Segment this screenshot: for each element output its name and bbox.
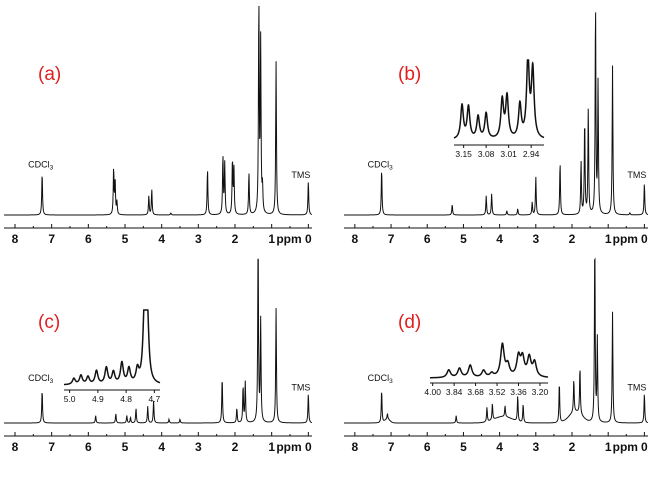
cdcl3-sub: 3 (389, 164, 393, 171)
inset-spectrum-b (453, 59, 545, 139)
inset-ticks-d: 4.00 3.84 3.68 3.52 3.36 3.20 (424, 383, 548, 397)
tick-label: 6 (424, 440, 431, 454)
inset-b: 3.15 3.08 3.01 2.94 (453, 59, 545, 159)
inset-tick-label: 3.36 (510, 387, 527, 397)
tick-label: 3 (532, 440, 539, 454)
tick-label: 0 (641, 440, 648, 454)
inset-tick-label: 3.52 (489, 387, 506, 397)
inset-tick-label: 4.7 (148, 394, 160, 404)
tick-label: 2 (569, 232, 576, 246)
tick-label: 7 (388, 232, 395, 246)
ticks-b: 8 7 6 5 4 3 2 1 0 (352, 224, 648, 246)
tick-label: 4 (496, 440, 503, 454)
ppm-label-b: ppm (613, 232, 638, 246)
spectrum-b (344, 12, 649, 216)
inset-c: 5.0 4.9 4.8 4.7 (64, 309, 161, 404)
inset-tick-label: 4.8 (120, 394, 132, 404)
tms-annotation-c: TMS (291, 382, 310, 392)
inset-tick-label: 3.68 (467, 387, 484, 397)
tick-label: 6 (85, 232, 92, 246)
cdcl3-sub: 3 (50, 164, 54, 171)
inset-spectrum-d (429, 342, 549, 379)
ppm-label-c: ppm (276, 440, 301, 454)
tick-label: 6 (424, 232, 431, 246)
ppm-label-a: ppm (276, 232, 301, 246)
ticks-d: 8 7 6 5 4 3 2 1 0 (352, 432, 648, 454)
cdcl3-annotation-a: CDCl3 (28, 159, 53, 171)
tick-label: 3 (195, 440, 202, 454)
tick-label: 1 (605, 232, 612, 246)
tick-label: 7 (48, 440, 55, 454)
cdcl3-main: CDCl (28, 159, 49, 169)
inset-spectrum-c (64, 309, 161, 386)
tick-label: 2 (569, 440, 576, 454)
cdcl3-main: CDCl (368, 159, 390, 169)
tick-label: 3 (195, 232, 202, 246)
spectrum-d (344, 257, 649, 424)
cdcl3-annotation-d: CDCl3 (368, 373, 394, 385)
cdcl3-annotation-b: CDCl3 (368, 159, 394, 171)
panel-label-a: (a) (38, 64, 61, 85)
tick-label: 0 (641, 232, 648, 246)
ppm-label-d: ppm (613, 440, 638, 454)
inset-tick-label: 3.20 (532, 387, 549, 397)
tick-label: 8 (352, 440, 359, 454)
tick-label: 8 (12, 440, 19, 454)
ticks-a: 8 7 6 5 4 3 2 1 0 (12, 224, 312, 246)
tick-label: 1 (268, 232, 275, 246)
tick-label: 2 (232, 440, 239, 454)
tick-label: 7 (388, 440, 395, 454)
inset-tick-label: 4.9 (92, 394, 104, 404)
inset-tick-label: 3.15 (455, 149, 472, 159)
tick-label: 6 (85, 440, 92, 454)
cdcl3-main: CDCl (368, 373, 390, 383)
spectrum-c (4, 258, 313, 424)
tick-label: 5 (460, 440, 467, 454)
ticks-c: 8 7 6 5 4 3 2 1 0 (12, 432, 312, 454)
panel-label-b: (b) (398, 64, 421, 85)
inset-tick-label: 3.84 (446, 387, 463, 397)
inset-tick-label: 4.00 (424, 387, 441, 397)
tick-label: 1 (605, 440, 612, 454)
tms-annotation-a: TMS (291, 170, 310, 180)
inset-tick-label: 3.01 (500, 149, 517, 159)
tick-label: 1 (268, 440, 275, 454)
tick-label: 2 (232, 232, 239, 246)
tick-label: 4 (158, 440, 165, 454)
inset-tick-label: 3.08 (478, 149, 495, 159)
tms-annotation-b: TMS (627, 170, 646, 180)
panel-label-c: (c) (38, 312, 60, 333)
tick-label: 0 (305, 232, 312, 246)
tick-label: 3 (532, 232, 539, 246)
cdcl3-annotation-c: CDCl3 (28, 373, 53, 385)
tms-annotation-d: TMS (627, 382, 646, 392)
tick-label: 0 (305, 440, 312, 454)
cdcl3-sub: 3 (50, 378, 54, 385)
tick-label: 7 (48, 232, 55, 246)
panel-label-d: (d) (398, 312, 421, 333)
tick-label: 5 (460, 232, 467, 246)
cdcl3-sub: 3 (389, 378, 393, 385)
inset-ticks-c: 5.0 4.9 4.8 4.7 (64, 390, 161, 404)
inset-ticks-b: 3.15 3.08 3.01 2.94 (455, 145, 540, 159)
tick-label: 4 (496, 232, 503, 246)
inset-tick-label: 2.94 (523, 149, 540, 159)
spectrum-a (4, 6, 313, 216)
inset-tick-label: 5.0 (64, 394, 76, 404)
tick-label: 4 (158, 232, 165, 246)
inset-d: 4.00 3.84 3.68 3.52 3.36 3.20 (424, 342, 549, 397)
tick-label: 8 (12, 232, 19, 246)
cdcl3-main: CDCl (28, 373, 49, 383)
tick-label: 5 (122, 440, 129, 454)
tick-label: 8 (352, 232, 359, 246)
tick-label: 5 (122, 232, 129, 246)
